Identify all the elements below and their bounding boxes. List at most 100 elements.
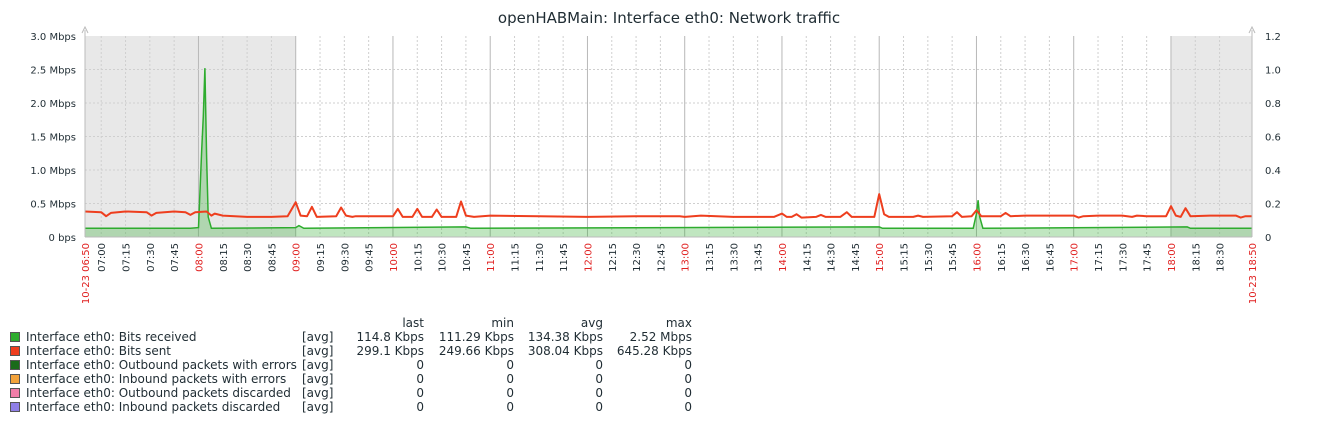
x-tick-label: 12:30 [632, 243, 643, 272]
legend-min-value: 0 [506, 358, 514, 372]
y-left-tick-label: 2.0 Mbps [30, 99, 76, 110]
chart-title: openHABMain: Interface eth0: Network tra… [498, 9, 840, 27]
legend-last-value: 0 [416, 386, 424, 400]
x-tick-label: 08:45 [267, 243, 278, 272]
legend-max-value: 0 [684, 400, 692, 414]
axes [81, 25, 1256, 238]
legend-function: [avg] [302, 386, 334, 400]
legend-max-value: 0 [684, 386, 692, 400]
y-left-arrow-icon [81, 25, 89, 34]
y-left-tick-label: 0.5 Mbps [30, 200, 76, 211]
x-tick-label: 18:15 [1191, 243, 1202, 272]
x-end-label: 10-23 18:50 [1248, 243, 1259, 304]
x-tick-label: 17:00 [1070, 243, 1081, 272]
y-right-arrow-icon [1248, 25, 1256, 34]
legend-min-value: 249.66 Kbps [438, 344, 514, 358]
x-tick-label: 15:30 [924, 243, 935, 272]
x-tick-label: 10:30 [438, 243, 449, 272]
legend-last-value: 299.1 Kbps [356, 344, 424, 358]
y-right-tick-label: 0 [1265, 233, 1271, 244]
y-left-tick-label: 3.0 Mbps [30, 32, 76, 43]
x-tick-label: 16:45 [1045, 243, 1056, 272]
legend-avg-value: 0 [595, 372, 603, 386]
x-tick-label: 14:30 [827, 243, 838, 272]
y-right-tick-label: 0.2 [1265, 200, 1281, 211]
legend: last min avg max Interface eth0: Bits re… [10, 316, 692, 414]
legend-header-min: min [491, 316, 514, 330]
legend-avg-value: 0 [595, 358, 603, 372]
legend-row: Interface eth0: Bits sent [avg] 299.1 Kbps… [10, 344, 692, 358]
legend-min-value: 0 [506, 386, 514, 400]
legend-series-name: Interface eth0: Bits received [26, 330, 197, 344]
legend-avg-value: 0 [595, 386, 603, 400]
y-right-tick-label: 1.2 [1265, 32, 1281, 43]
x-tick-label: 07:15 [122, 243, 133, 272]
x-tick-label: 12:45 [656, 243, 667, 272]
x-tick-label: 15:00 [875, 243, 886, 272]
x-tick-label: 08:00 [194, 243, 205, 272]
shaded-periods [85, 36, 1252, 237]
x-tick-label: 09:00 [292, 243, 303, 272]
x-tick-label: 17:15 [1094, 243, 1105, 272]
x-tick-label: 13:30 [729, 243, 740, 272]
x-tick-label: 18:30 [1216, 243, 1227, 272]
legend-swatch-icon [10, 346, 20, 356]
legend-function: [avg] [302, 330, 334, 344]
legend-function: [avg] [302, 358, 334, 372]
legend-max-value: 0 [684, 372, 692, 386]
legend-function: [avg] [302, 372, 334, 386]
x-tick-label: 07:00 [97, 243, 108, 272]
legend-header-last: last [402, 316, 424, 330]
legend-last-value: 0 [416, 400, 424, 414]
y-left-tick-label: 0 bps [49, 233, 76, 244]
legend-swatch-icon [10, 360, 20, 370]
y-right-tick-label: 0.4 [1265, 166, 1281, 177]
x-tick-label: 14:45 [851, 243, 862, 272]
x-tick-label: 17:30 [1118, 243, 1129, 272]
legend-header-avg: avg [580, 316, 603, 330]
x-tick-label: 11:30 [535, 243, 546, 272]
legend-swatch-icon [10, 402, 20, 412]
x-tick-label: 16:00 [972, 243, 983, 272]
x-tick-label: 07:30 [146, 243, 157, 272]
x-tick-label: 07:45 [170, 243, 181, 272]
x-tick-label: 11:15 [511, 243, 522, 272]
legend-max-value: 645.28 Kbps [616, 344, 692, 358]
series-group [84, 68, 1252, 237]
y-left-tick-labels: 0 bps 0.5 Mbps 1.0 Mbps 1.5 Mbps 2.0 Mbps 2.5… [30, 32, 76, 244]
series-fill-bits-received [85, 68, 1252, 237]
legend-swatch-icon [10, 388, 20, 398]
x-tick-label: 11:45 [559, 243, 570, 272]
legend-row: Interface eth0: Inbound packets with err… [10, 372, 692, 386]
legend-max-value: 2.52 Mbps [629, 330, 692, 344]
legend-header-row: last min avg max [10, 316, 692, 330]
legend-row: Interface eth0: Bits received [avg] 114.8 … [10, 330, 692, 344]
x-start-label: 10-23 06:50 [81, 243, 92, 304]
y-right-tick-labels: 0 0.2 0.4 0.6 0.8 1.0 1.2 [1265, 32, 1281, 244]
legend-avg-value: 134.38 Kbps [527, 330, 603, 344]
legend-last-value: 0 [416, 358, 424, 372]
legend-row: Interface eth0: Outbound packets with er… [10, 358, 692, 372]
x-tick-label: 13:00 [681, 243, 692, 272]
legend-last-value: 114.8 Kbps [356, 330, 424, 344]
x-tick-label: 10:00 [389, 243, 400, 272]
x-tick-label: 18:00 [1167, 243, 1178, 272]
legend-min-value: 0 [506, 372, 514, 386]
legend-avg-value: 308.04 Kbps [527, 344, 603, 358]
series-line-bits-received [85, 68, 1252, 230]
x-tick-label: 17:45 [1143, 243, 1154, 272]
x-tick-label: 12:00 [583, 243, 594, 272]
y-left-tick-label: 2.5 Mbps [30, 66, 76, 77]
x-tick-label: 10:15 [413, 243, 424, 272]
x-tick-label: 16:30 [1021, 243, 1032, 272]
x-tick-label: 08:15 [219, 243, 230, 272]
legend-series-name: Interface eth0: Inbound packets with err… [26, 372, 287, 386]
traffic-chart: openHABMain: Interface eth0: Network tra… [30, 9, 1281, 304]
x-tick-label: 09:30 [340, 243, 351, 272]
y-left-tick-label: 1.5 Mbps [30, 133, 76, 144]
legend-function: [avg] [302, 400, 334, 414]
legend-series-name: Interface eth0: Inbound packets discarde… [26, 400, 281, 414]
x-tick-label: 13:15 [705, 243, 716, 272]
legend-min-value: 0 [506, 400, 514, 414]
x-tick-label: 09:45 [365, 243, 376, 272]
